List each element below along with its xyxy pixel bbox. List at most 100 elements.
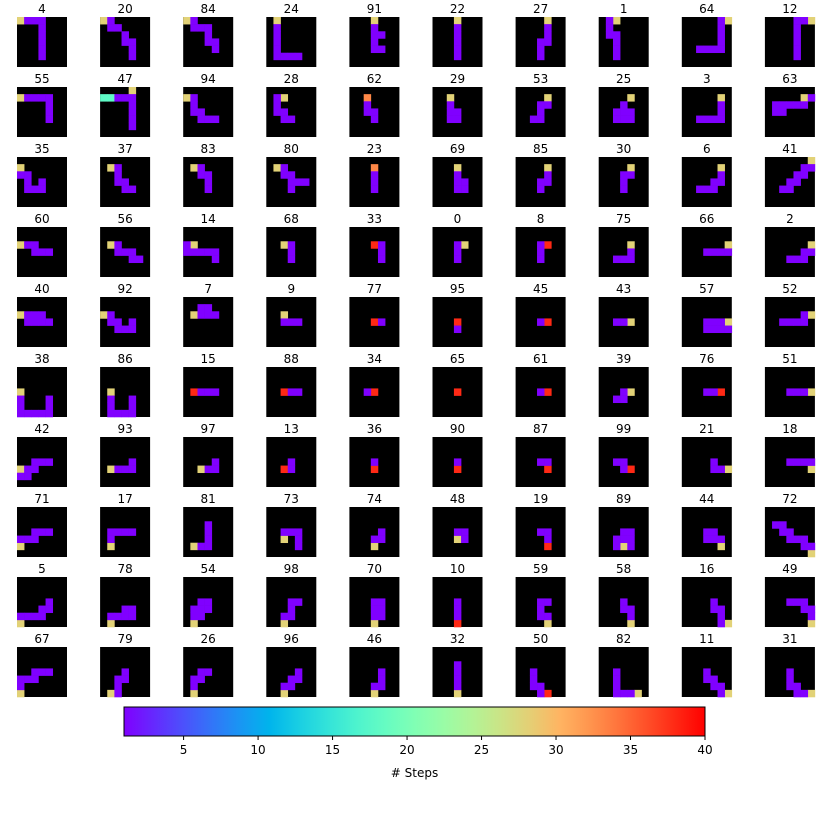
cell (121, 465, 129, 474)
cell (710, 185, 718, 194)
cell (204, 185, 213, 194)
panel-title: 97 (201, 422, 216, 436)
cell (24, 675, 32, 684)
panel-title: 13 (284, 422, 299, 436)
cell (544, 24, 552, 32)
cell (204, 38, 213, 46)
cell (710, 598, 718, 606)
cell (377, 682, 386, 691)
cell (370, 164, 379, 172)
cell (807, 689, 816, 698)
cell (273, 164, 281, 172)
cell (544, 689, 552, 698)
cell (121, 668, 129, 676)
cell (807, 605, 816, 614)
panel-title: 63 (782, 72, 797, 86)
cell (453, 598, 462, 606)
cell (717, 17, 725, 25)
cell (294, 528, 303, 536)
cell (453, 248, 462, 256)
cell (786, 185, 794, 194)
panel-title: 25 (616, 72, 631, 86)
panel-title: 62 (367, 72, 382, 86)
panel-title: 45 (533, 282, 548, 296)
cell (807, 388, 816, 396)
cell (612, 458, 621, 466)
cell (537, 178, 545, 186)
cell (107, 241, 115, 249)
cell (537, 318, 545, 326)
cell (121, 605, 129, 614)
cell (190, 675, 198, 684)
cell (114, 675, 122, 684)
cell (363, 108, 372, 116)
cell (280, 108, 289, 116)
cell (377, 612, 386, 621)
cell (537, 52, 545, 61)
cell (620, 178, 628, 186)
cell (38, 605, 46, 614)
cell (114, 241, 122, 249)
cell (537, 598, 545, 606)
cell (197, 115, 205, 124)
cell (190, 619, 198, 628)
cell (24, 94, 32, 102)
cell (537, 689, 545, 698)
cell (453, 388, 462, 396)
panel-title: 72 (782, 492, 797, 506)
cell (793, 171, 801, 179)
cell (204, 528, 213, 536)
cell (612, 675, 621, 684)
cell (461, 535, 469, 544)
cell (793, 318, 801, 326)
cell (287, 241, 296, 249)
cell (779, 318, 787, 326)
cell (800, 458, 809, 466)
cell (24, 465, 32, 474)
cell (717, 325, 725, 334)
colorbar (123, 706, 706, 737)
cell (453, 164, 462, 172)
cell (17, 311, 25, 319)
cell (287, 605, 296, 614)
cell (453, 45, 462, 54)
colorbar-tick-label: 15 (325, 743, 340, 757)
panel-title: 4 (38, 2, 46, 16)
cell (24, 241, 32, 249)
cell (287, 185, 296, 194)
cell (620, 689, 628, 698)
cell (370, 241, 379, 249)
cell (800, 94, 809, 102)
cell (710, 178, 718, 186)
cell (620, 318, 628, 326)
cell (807, 549, 816, 558)
cell (370, 17, 379, 25)
cell (45, 668, 54, 676)
cell (612, 108, 621, 116)
cell (710, 682, 718, 691)
cell (370, 185, 379, 194)
cell (294, 535, 303, 544)
cell (724, 318, 733, 326)
cell (31, 612, 39, 621)
cell (453, 535, 462, 544)
cell (612, 31, 621, 39)
cell (31, 528, 39, 536)
panel-title: 52 (782, 282, 797, 296)
panel-title: 84 (201, 2, 216, 16)
cell (128, 318, 137, 326)
cell (703, 115, 711, 124)
panel-title: 64 (699, 2, 714, 16)
cell (38, 185, 46, 194)
cell (38, 45, 46, 54)
panel-title: 85 (533, 142, 548, 156)
cell (717, 115, 725, 124)
panel-title: 96 (284, 632, 299, 646)
cell (612, 395, 621, 404)
cell (453, 171, 462, 179)
cell (183, 241, 191, 249)
cell (31, 241, 39, 249)
cell (779, 101, 787, 109)
cell (24, 472, 32, 481)
cell (128, 402, 137, 411)
